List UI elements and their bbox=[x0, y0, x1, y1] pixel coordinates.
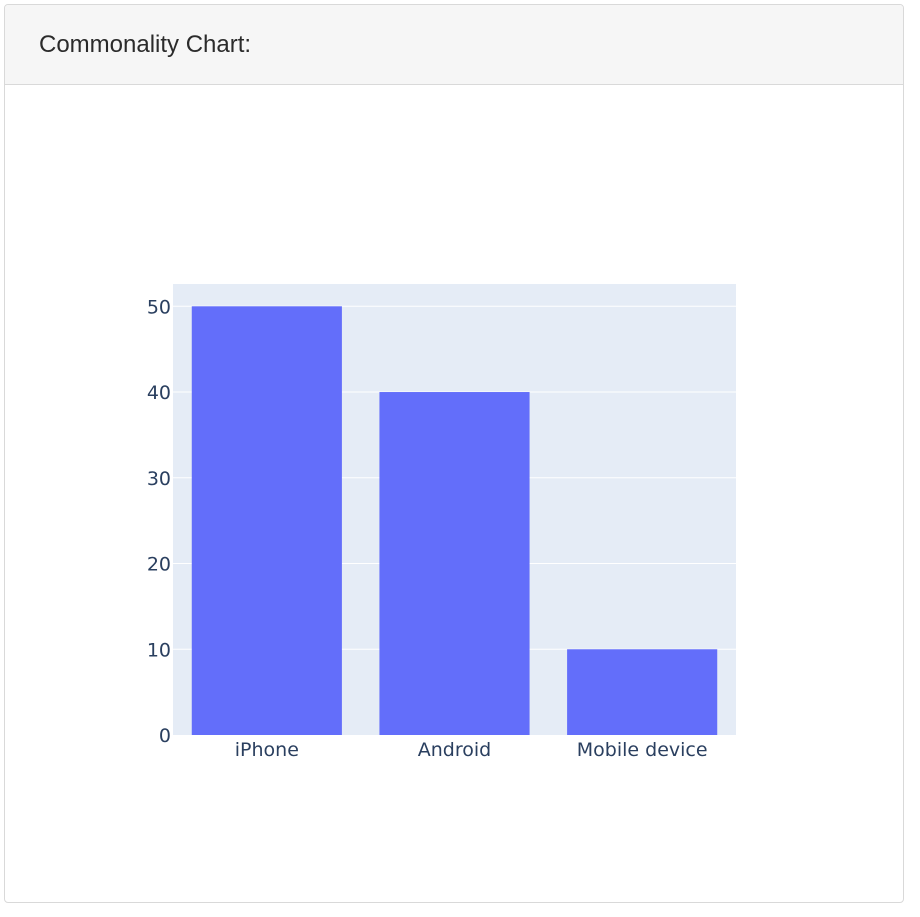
y-tick-label: 0 bbox=[159, 725, 171, 747]
y-axis-ticks: 0 10 20 30 40 50 bbox=[147, 296, 171, 747]
bar-chart: 0 10 20 30 40 50 iPhone Android Mobile device bbox=[147, 284, 736, 761]
y-tick-label: 50 bbox=[147, 296, 171, 318]
card-header: Commonality Chart: bbox=[5, 5, 903, 85]
y-tick-label: 20 bbox=[147, 554, 171, 576]
bar-iphone[interactable] bbox=[191, 306, 342, 735]
card-title: Commonality Chart: bbox=[39, 30, 252, 58]
bar-mobile-device[interactable] bbox=[567, 649, 718, 735]
x-tick-label: Mobile device bbox=[577, 739, 708, 761]
y-tick-label: 40 bbox=[147, 382, 171, 404]
y-tick-label: 30 bbox=[147, 468, 171, 490]
x-axis-ticks: iPhone Android Mobile device bbox=[235, 739, 708, 761]
y-tick-label: 10 bbox=[147, 639, 171, 661]
x-tick-label: iPhone bbox=[235, 739, 299, 761]
card-body: 0 10 20 30 40 50 iPhone Android Mobile device bbox=[5, 85, 903, 901]
bar-android[interactable] bbox=[379, 392, 530, 735]
x-tick-label: Android bbox=[418, 739, 491, 761]
chart-card: Commonality Chart: 0 10 20 30 40 50 iPhone And… bbox=[4, 4, 904, 903]
bars bbox=[191, 306, 718, 735]
